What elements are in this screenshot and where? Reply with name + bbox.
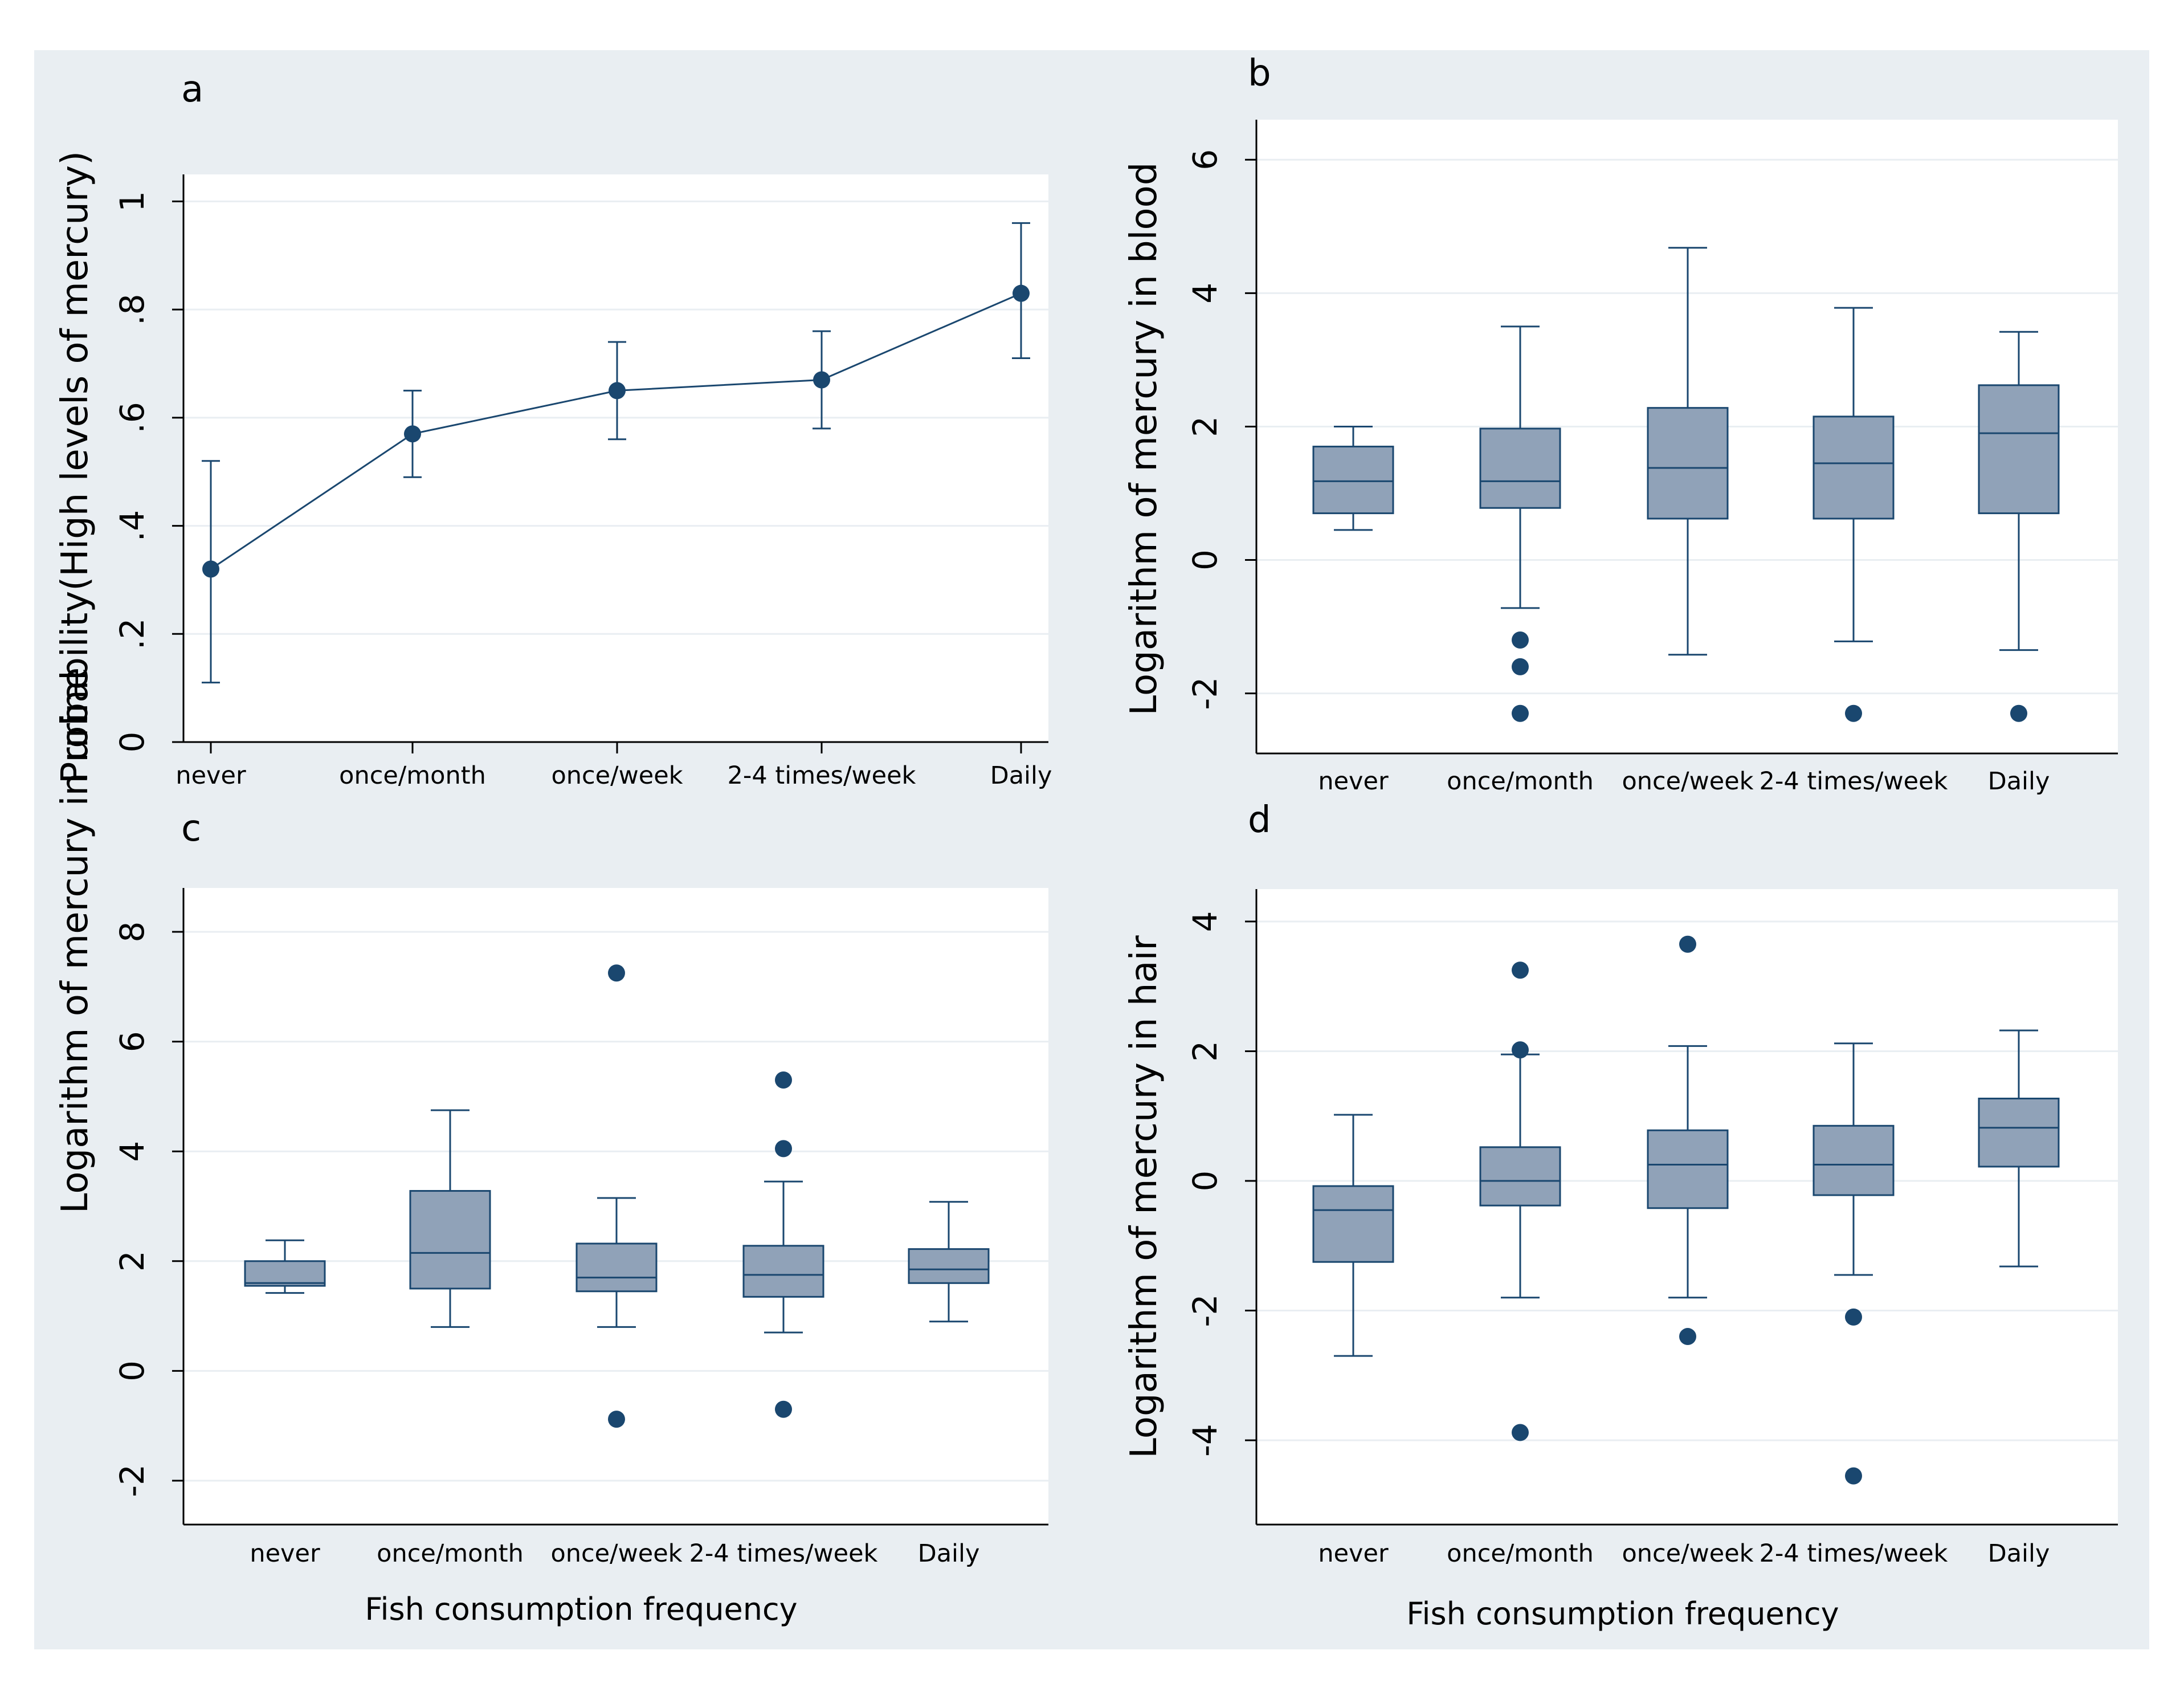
panel-c-outlier xyxy=(608,1411,625,1428)
panel-b-y-tick-label: -2 xyxy=(1186,677,1224,710)
panel-d-y-tick-label: -4 xyxy=(1186,1424,1224,1457)
panel-c-x-tick-label: once/week xyxy=(550,1539,682,1568)
panel-b-box xyxy=(1312,446,1394,515)
panel-c-y-tick-label: -2 xyxy=(113,1464,152,1497)
panel-c-y-tick-label: 6 xyxy=(113,1031,152,1052)
panel-b-y-tick-label: 2 xyxy=(1186,416,1224,437)
panel-a-x-tick-label: once/week xyxy=(551,761,683,790)
panel-c-y-tick-label: 0 xyxy=(113,1360,152,1382)
panel-b-outlier xyxy=(1512,704,1529,722)
panel-d-y-tick-label: 0 xyxy=(1186,1171,1224,1192)
panel-a-letter: a xyxy=(181,68,203,111)
panel-b-y-tick-label: 4 xyxy=(1186,283,1224,304)
panel-b-y-tick-label: 0 xyxy=(1186,549,1224,570)
panel-d-outlier xyxy=(1512,1041,1529,1059)
panel-c-y-tick-label: 8 xyxy=(113,922,152,943)
panel-d-outlier xyxy=(1512,1424,1529,1441)
panel-c-x-axis-label: Fish consumption frequency xyxy=(365,1591,797,1627)
panel-a-y-tick-label: .4 xyxy=(113,510,152,541)
panel-a-plot-area xyxy=(183,174,1048,742)
panel-d-x-tick-label: never xyxy=(1318,1539,1389,1568)
panel-c-y-axis-label: Logarithm of mercury in urine xyxy=(54,667,96,1213)
panel-a-y-tick-label: 0 xyxy=(113,732,152,753)
panel-d-y-tick-label: 4 xyxy=(1186,911,1224,932)
panel-b-box xyxy=(1479,427,1561,509)
panel-a-y-tick-label: .6 xyxy=(113,402,152,433)
panel-d-x-tick-label: 2-4 times/week xyxy=(1760,1539,1948,1568)
panel-b-outlier xyxy=(2010,704,2027,722)
panel-d-x-axis-label: Fish consumption frequency xyxy=(1406,1596,1839,1632)
panel-b-outlier xyxy=(1512,658,1529,675)
panel-b-box xyxy=(1978,384,2060,515)
panel-b-letter: b xyxy=(1248,52,1271,95)
panel-d-x-tick-label: once/month xyxy=(1447,1539,1594,1568)
panel-d-box xyxy=(1812,1124,1895,1196)
panel-b: b -2 0 2 4 6 never once/month once/week 2-4 time… xyxy=(1123,52,2118,796)
panel-b-x-tick-label: once/month xyxy=(1447,767,1594,796)
panel-a-x-tick-label: Daily xyxy=(990,761,1052,790)
panel-c: c Fish consumption frequency -2 0 2 4 6 8 neve… xyxy=(54,667,1048,1627)
panel-a: a 0 .2 .4 .6 .8 1 never once/month once/week 2-4 … xyxy=(54,68,1052,790)
panel-c-y-tick-label: 4 xyxy=(113,1141,152,1162)
panel-b-x-tick-label: never xyxy=(1318,767,1389,796)
panel-d-x-tick-label: once/week xyxy=(1622,1539,1753,1568)
panel-d-outlier xyxy=(1845,1308,1862,1326)
panel-c-box xyxy=(575,1242,658,1293)
panel-a-point xyxy=(1013,284,1030,302)
panel-a-point xyxy=(202,560,219,578)
panel-d-box xyxy=(1479,1146,1561,1207)
panel-c-x-tick-label: never xyxy=(250,1539,320,1568)
panel-c-x-tick-label: 2-4 times/week xyxy=(689,1539,878,1568)
panel-c-box xyxy=(409,1190,491,1290)
panel-d-box xyxy=(1312,1185,1394,1263)
panel-d-y-tick-label: 2 xyxy=(1186,1041,1224,1062)
panel-a-y-tick-label: .2 xyxy=(113,618,152,650)
panel-c-box xyxy=(244,1260,326,1287)
panel-d-y-axis-label: Logarithm of mercury in hair xyxy=(1123,935,1165,1458)
panel-c-outlier xyxy=(775,1071,792,1089)
panel-c-x-tick-label: Daily xyxy=(918,1539,980,1568)
panel-b-box xyxy=(1647,407,1729,520)
panel-c-x-tick-label: once/month xyxy=(377,1539,524,1568)
panel-a-y-tick-label: .8 xyxy=(113,294,152,325)
panel-b-x-tick-label: 2-4 times/week xyxy=(1760,767,1948,796)
panel-b-x-tick-label: once/week xyxy=(1622,767,1753,796)
panel-a-point xyxy=(404,425,421,443)
panel-c-letter: c xyxy=(181,808,201,850)
panel-c-outlier xyxy=(775,1400,792,1418)
panel-a-x-tick-label: never xyxy=(175,761,246,790)
panel-d-outlier xyxy=(1845,1467,1862,1485)
panel-c-box xyxy=(908,1248,990,1284)
panel-b-outlier xyxy=(1845,704,1862,722)
panel-d-outlier xyxy=(1679,935,1696,953)
panel-a-x-tick-label: 2-4 times/week xyxy=(728,761,916,790)
panel-d-y-tick-label: -2 xyxy=(1186,1294,1224,1327)
panel-d-outlier xyxy=(1512,961,1529,979)
panel-d-x-tick-label: Daily xyxy=(1988,1539,2050,1568)
panel-c-outlier xyxy=(608,964,625,982)
panel-a-point xyxy=(813,371,830,389)
panel-d-outlier xyxy=(1679,1328,1696,1346)
panel-c-box xyxy=(742,1245,824,1298)
panel-a-y-axis-label: Probability(High levels of mercury) xyxy=(54,151,96,784)
panel-d: d Fish consumption frequency -4 -2 0 2 4 neve… xyxy=(1123,799,2118,1632)
panel-b-box xyxy=(1812,415,1895,520)
panel-a-x-tick-label: once/month xyxy=(339,761,486,790)
panel-d-box xyxy=(1647,1129,1729,1209)
panel-b-y-axis-label: Logarithm of mercury in blood xyxy=(1123,162,1165,716)
panel-c-y-tick-label: 2 xyxy=(113,1250,152,1272)
panel-b-y-tick-label: 6 xyxy=(1186,149,1224,170)
panel-a-y-tick-label: 1 xyxy=(113,191,152,212)
panel-a-point xyxy=(609,382,626,400)
panel-c-outlier xyxy=(775,1140,792,1158)
panel-b-outlier xyxy=(1512,631,1529,649)
panel-d-letter: d xyxy=(1248,799,1271,841)
panel-b-x-tick-label: Daily xyxy=(1988,767,2050,796)
panel-d-box xyxy=(1978,1097,2060,1168)
